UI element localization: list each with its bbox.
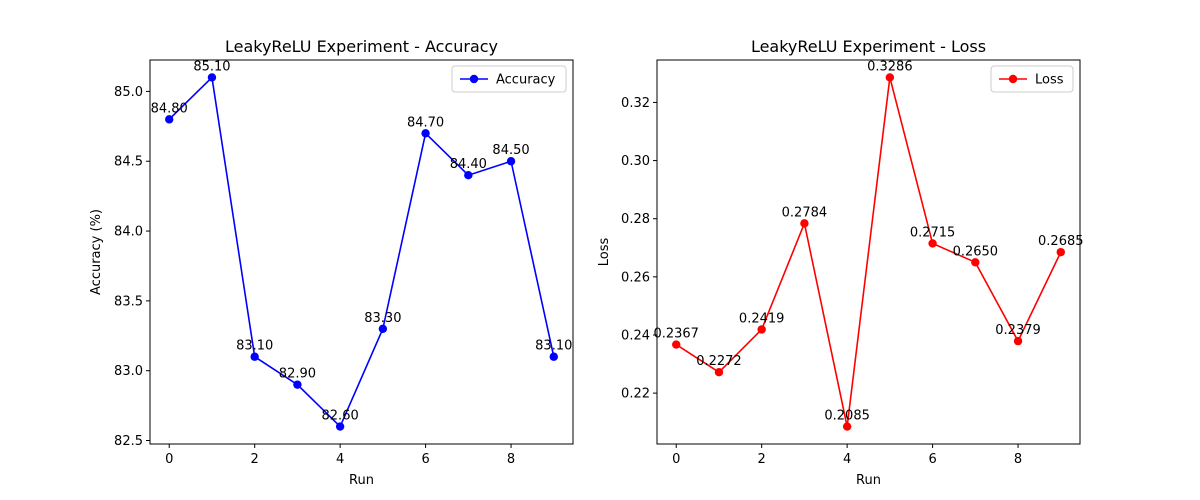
- data-point: [165, 115, 174, 124]
- data-point: [506, 157, 516, 166]
- data-label: 83.30: [364, 311, 401, 326]
- series-line-accuracy: [168, 75, 555, 428]
- y-tick-label: 82.5: [114, 434, 143, 449]
- data-point: [335, 422, 345, 431]
- data-point: [378, 324, 388, 333]
- y-tick-label: 0.24: [621, 328, 650, 343]
- x-tick-label: 4: [336, 452, 344, 467]
- legend-label: Loss: [1035, 73, 1064, 88]
- data-label: 0.3286: [867, 59, 913, 74]
- plot-frame: [656, 59, 1081, 445]
- data-label: 85.10: [193, 59, 230, 74]
- data-label: 82.90: [279, 367, 316, 382]
- x-tick-label: 8: [1014, 452, 1022, 467]
- legend-marker: [1008, 74, 1018, 84]
- data-point: [464, 171, 473, 180]
- chart-panel-1: LeakyReLU Experiment - Loss 0 2 4 6 8 0.22 0.24…: [597, 37, 1084, 488]
- data-point: [842, 422, 852, 431]
- x-tick-label: 2: [758, 452, 766, 467]
- data-label: 0.2419: [739, 311, 785, 326]
- data-label: 0.2367: [653, 327, 699, 342]
- legend-marker: [469, 74, 479, 84]
- data-label: 0.2272: [696, 354, 742, 369]
- data-label: 0.2085: [824, 409, 870, 424]
- data-point: [207, 73, 217, 82]
- data-point: [672, 340, 681, 349]
- data-label: 0.2784: [782, 205, 828, 220]
- data-label: 0.2715: [910, 225, 956, 240]
- data-label: 0.2379: [995, 323, 1041, 338]
- y-axis-label: Loss: [597, 238, 612, 267]
- y-tick-label: 83.5: [114, 294, 143, 309]
- data-label: 83.10: [236, 339, 273, 354]
- y-tick-label: 0.30: [621, 154, 650, 169]
- y-tick-label: 83.0: [114, 364, 143, 379]
- x-tick-label: 6: [421, 452, 429, 467]
- data-point: [1056, 247, 1065, 257]
- legend-box: [990, 65, 1074, 93]
- data-point: [421, 129, 430, 138]
- y-axis-label: Accuracy (%): [89, 209, 104, 295]
- chart-panel-0: LeakyReLU Experiment - Accuracy 0 2 4 6 8 82.5…: [89, 37, 574, 488]
- data-point: [293, 380, 302, 389]
- data-point: [800, 219, 809, 228]
- data-label: 84.70: [407, 115, 444, 130]
- plot-frame: [149, 59, 574, 445]
- data-point: [971, 258, 980, 267]
- x-tick-label: 8: [507, 452, 515, 467]
- data-label: 0.2685: [1038, 234, 1084, 249]
- data-label: 84.50: [492, 143, 529, 158]
- chart-title: LeakyReLU Experiment - Accuracy: [225, 37, 498, 56]
- data-point: [757, 325, 766, 334]
- data-label: 0.2650: [953, 244, 999, 259]
- data-point: [885, 73, 895, 82]
- data-label: 83.10: [535, 339, 572, 354]
- data-point: [1013, 336, 1023, 346]
- legend: Accuracy: [451, 65, 567, 93]
- data-label: 84.40: [450, 157, 487, 172]
- x-axis-label: Run: [349, 473, 374, 488]
- data-label: 84.80: [151, 101, 188, 116]
- x-tick-label: 0: [165, 452, 173, 467]
- series-line-loss: [675, 77, 1062, 427]
- data-point: [714, 367, 724, 377]
- data-point: [928, 239, 937, 248]
- y-tick-label: 85.0: [114, 85, 143, 100]
- chart-title: LeakyReLU Experiment - Loss: [751, 37, 986, 56]
- data-point: [549, 352, 558, 361]
- x-tick-label: 0: [672, 452, 680, 467]
- data-point: [250, 352, 259, 361]
- y-tick-label: 0.28: [621, 212, 650, 227]
- x-tick-label: 4: [843, 452, 851, 467]
- x-tick-label: 6: [928, 452, 936, 467]
- y-tick-label: 0.32: [621, 96, 650, 111]
- x-tick-label: 2: [251, 452, 259, 467]
- y-tick-label: 0.22: [621, 387, 650, 402]
- y-tick-label: 84.0: [114, 225, 143, 240]
- legend-label: Accuracy: [496, 73, 556, 88]
- legend-box: [451, 65, 567, 93]
- y-tick-label: 84.5: [114, 155, 143, 170]
- y-tick-label: 0.26: [621, 270, 650, 285]
- data-label: 82.60: [322, 409, 359, 424]
- x-axis-label: Run: [856, 473, 881, 488]
- legend: Loss: [990, 65, 1074, 93]
